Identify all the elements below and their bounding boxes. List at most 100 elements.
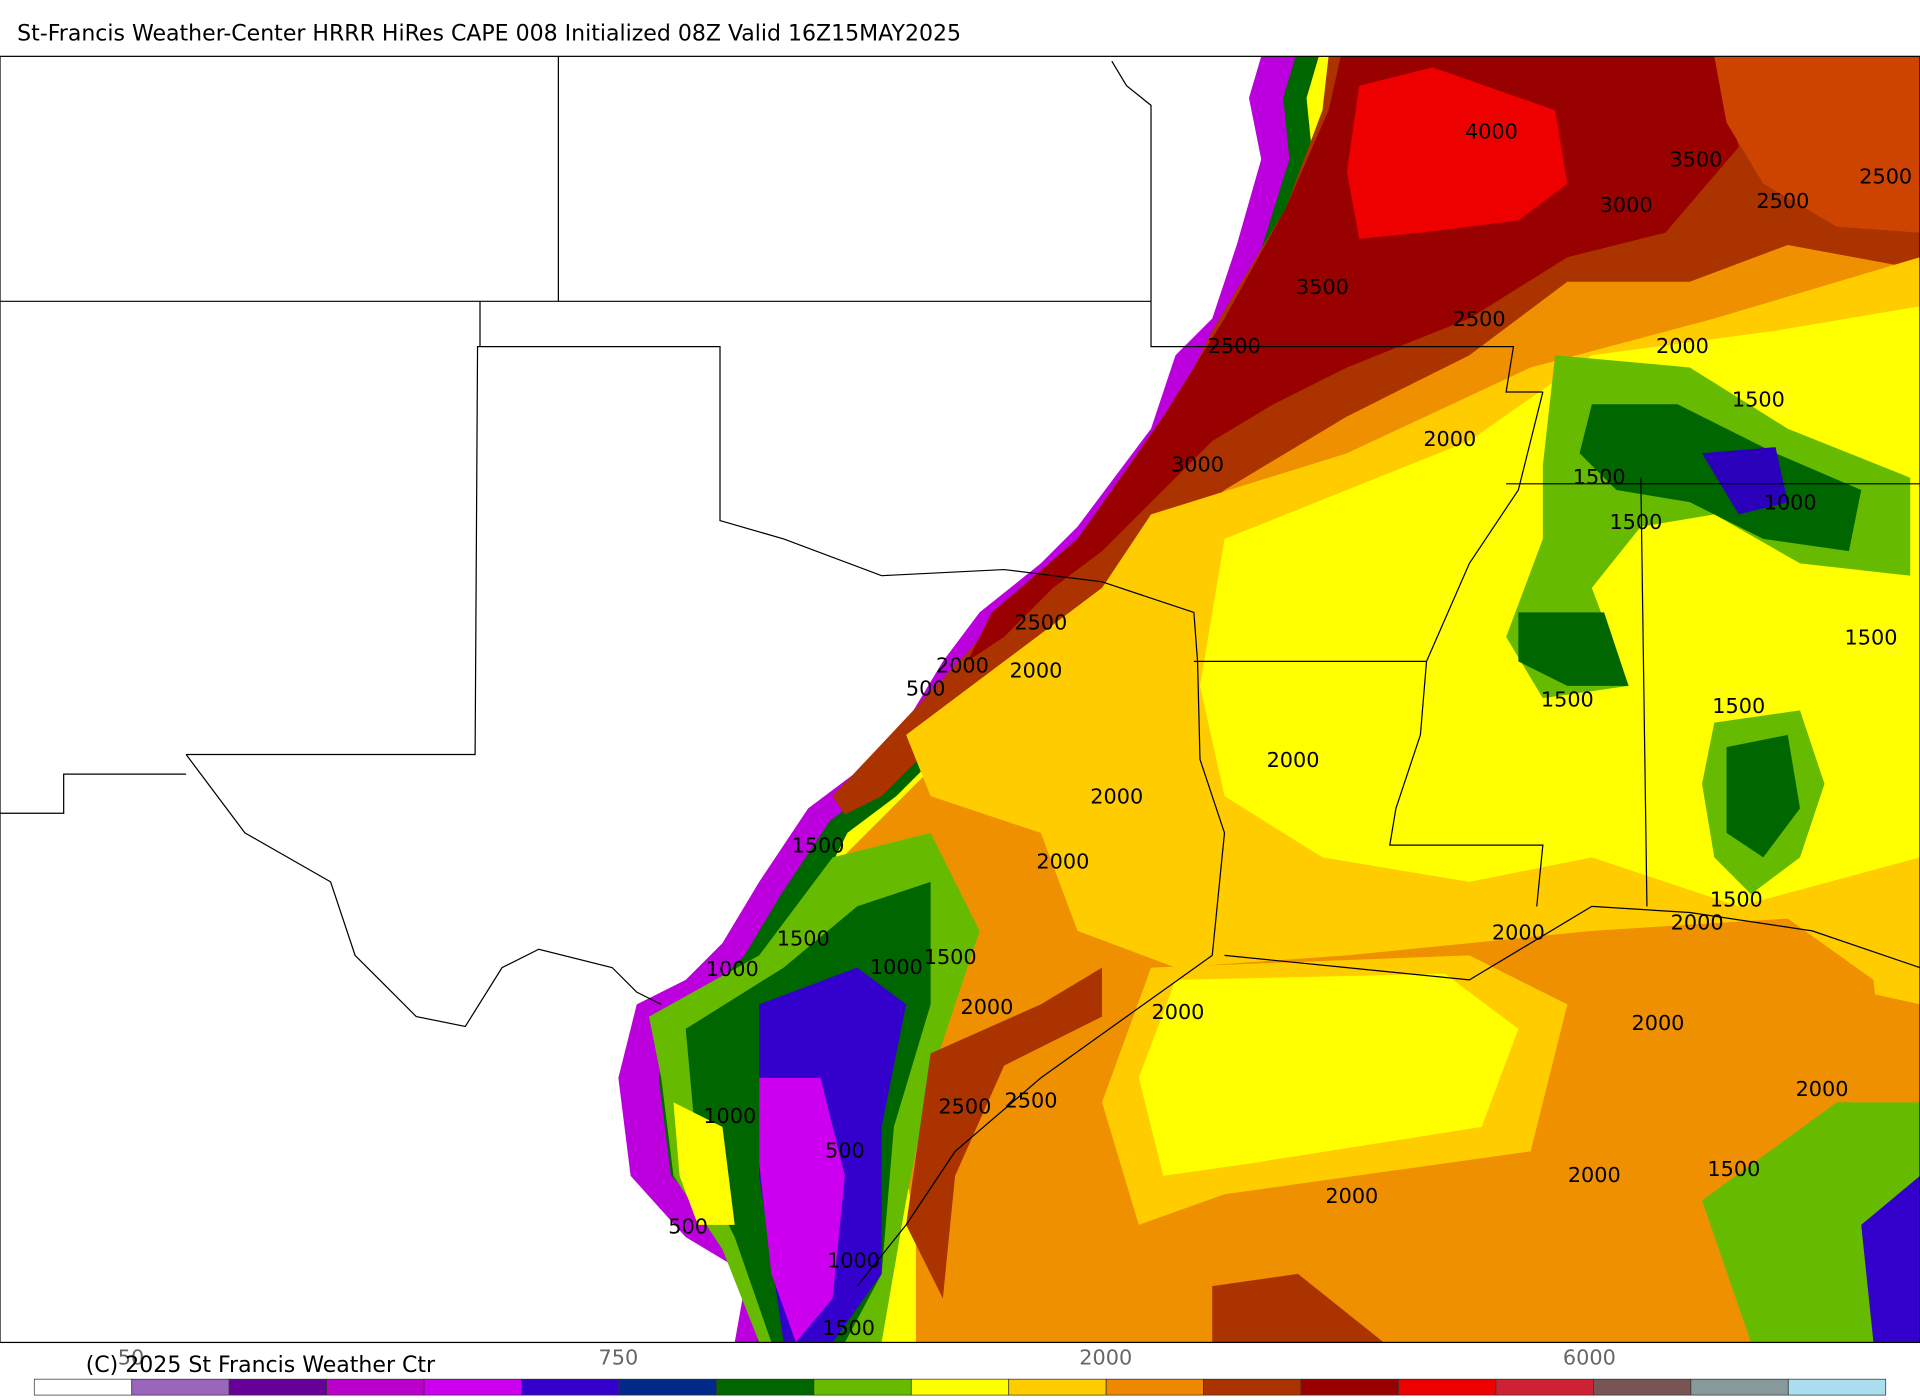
- contour-label: 3500: [1669, 148, 1722, 172]
- cape-band: [1138, 973, 1519, 1176]
- colorbar-swatch: [131, 1378, 230, 1396]
- contour-label: 1500: [1541, 688, 1594, 712]
- contour-label: 1000: [870, 955, 923, 979]
- contour-label: 2000: [1631, 1011, 1684, 1035]
- colorbar-label: 50: [118, 1345, 144, 1369]
- contour-label: 3500: [1296, 275, 1349, 299]
- colorbar-swatch: [228, 1378, 327, 1396]
- contour-label: 2000: [1090, 784, 1143, 808]
- colorbar-swatch: [33, 1378, 133, 1396]
- contour-label: 2000: [1423, 427, 1476, 451]
- colorbar-swatch: [1300, 1378, 1399, 1396]
- contour-label: 1500: [1712, 694, 1765, 718]
- contour-label: 1500: [791, 833, 844, 857]
- contour-label: 1500: [1707, 1157, 1760, 1181]
- contour-label: 1500: [1845, 625, 1898, 649]
- contour-label: 1000: [827, 1249, 880, 1273]
- map-frame: [0, 55, 1920, 1344]
- contour-label: 3000: [1600, 193, 1653, 217]
- colorbar-swatch: [618, 1378, 717, 1396]
- contour-label: 2000: [1656, 334, 1709, 358]
- border: [0, 773, 187, 814]
- contour-label: 2500: [938, 1094, 991, 1118]
- contour-label: 1500: [924, 945, 977, 969]
- contour-label: 500: [825, 1138, 865, 1162]
- contour-label: 2000: [936, 653, 989, 677]
- cape-band: [1702, 447, 1788, 515]
- contour-label: 1000: [706, 957, 759, 981]
- contour-label: 1500: [1710, 887, 1763, 911]
- contour-label: 2000: [1796, 1077, 1849, 1101]
- contour-label: 2000: [1325, 1184, 1378, 1208]
- cape-band: [1714, 56, 1920, 233]
- colorbar-label: 2000: [1079, 1345, 1132, 1369]
- colorbar-swatch: [910, 1378, 1010, 1396]
- colorbar-swatch: [1690, 1378, 1789, 1396]
- contour-label: 2500: [1859, 165, 1912, 189]
- title: St-Francis Weather-Center HRRR HiRes CAP…: [17, 21, 961, 46]
- contour-label: 2000: [1151, 1000, 1204, 1024]
- contour-label: 2000: [1267, 748, 1320, 772]
- border: [185, 754, 662, 1028]
- colorbar-label: 750: [599, 1345, 639, 1369]
- cape-band: [832, 56, 1920, 815]
- cape-band: [1346, 67, 1568, 239]
- colorbar-swatch: [1495, 1378, 1594, 1396]
- cape-band: [906, 967, 1103, 1299]
- border: [856, 954, 1213, 1287]
- cape-band: [967, 56, 1739, 662]
- cape-band: [1518, 612, 1629, 686]
- contour-label: 2000: [960, 995, 1013, 1019]
- colorbar: 50 750 2000 6000: [33, 1345, 1887, 1396]
- cape-fill: [618, 56, 1920, 1343]
- colorbar-swatch: [716, 1378, 815, 1396]
- border: [1425, 391, 1544, 662]
- border: [186, 346, 1226, 956]
- contour-label: 2500: [1208, 334, 1261, 358]
- cape-band: [759, 1077, 845, 1343]
- contour-label: 2500: [1014, 611, 1067, 635]
- border: [1111, 60, 1543, 393]
- cape-band: [1702, 1102, 1920, 1343]
- contour-label: 2500: [1005, 1088, 1058, 1112]
- cape-band: [1726, 734, 1800, 858]
- contour-label: 2000: [1492, 920, 1545, 944]
- borders: [0, 55, 1920, 1344]
- contour-label: 1500: [1573, 465, 1626, 489]
- cape-band: [673, 1102, 735, 1225]
- cape-band: [1861, 1175, 1920, 1343]
- colorbar-swatch: [521, 1378, 620, 1396]
- contour-label: 1000: [1764, 491, 1817, 515]
- colorbar-label: 6000: [1563, 1345, 1616, 1369]
- contour-label: 500: [668, 1214, 708, 1238]
- contour-label: 1500: [1609, 510, 1662, 534]
- contour-label: 2000: [1036, 849, 1089, 873]
- contour-label: 1000: [703, 1104, 756, 1128]
- contour-label: 2500: [1756, 189, 1809, 213]
- colorbar-swatch: [423, 1378, 522, 1396]
- contour-label: 2000: [1671, 911, 1724, 935]
- contour-label: 3000: [1171, 453, 1224, 477]
- contour-label: 2000: [1009, 658, 1062, 682]
- colorbar-swatch: [1787, 1378, 1887, 1396]
- border: [1640, 477, 1648, 907]
- colorbar-swatch: [813, 1378, 912, 1396]
- colorbar-swatch: [1203, 1378, 1302, 1396]
- contour-label: 1500: [777, 927, 830, 951]
- copyright: (C) 2025 St Francis Weather Ctr: [86, 1353, 436, 1378]
- contour-label: 1500: [822, 1316, 875, 1340]
- contour-label: 2000: [1568, 1163, 1621, 1187]
- contour-label: 1500: [1732, 388, 1785, 412]
- colorbar-swatch: [1398, 1378, 1497, 1396]
- colorbar-swatch: [1593, 1378, 1692, 1396]
- colorbar-swatch: [1008, 1378, 1107, 1396]
- contour-label: 2500: [1453, 307, 1506, 331]
- colorbar-swatch: [1105, 1378, 1204, 1396]
- cape-band: [1212, 1273, 1384, 1343]
- contour-label: 4000: [1465, 119, 1518, 143]
- colorbar-swatch: [326, 1378, 425, 1396]
- contour-label: 500: [906, 677, 946, 701]
